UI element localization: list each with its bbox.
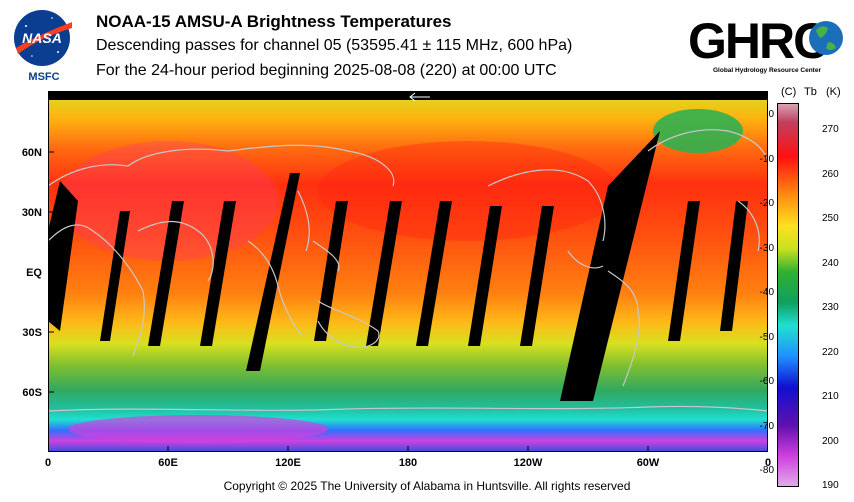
- direction-arrow: [409, 92, 430, 102]
- lon-label-180: 180: [398, 457, 418, 469]
- colorbar-celsius-tick: -60: [759, 376, 774, 387]
- colorbar-unit-kelvin: (K): [826, 86, 841, 98]
- channel-subtitle: Descending passes for channel 05 (53595.…: [96, 37, 573, 54]
- colorbar-kelvin-tick: 270: [822, 124, 839, 135]
- colorbar-kelvin-tick: 240: [822, 257, 839, 269]
- colorbar-kelvin-tick: 230: [822, 302, 839, 313]
- lat-label-60s: 60S: [22, 387, 42, 399]
- lat-label-60n: 60N: [21, 147, 42, 159]
- page-title: NOAA-15 AMSU-A Brightness Temperatures: [96, 12, 452, 31]
- colorbar-celsius-tick: -20: [759, 198, 774, 209]
- ghrc-logo-text: GHRC: [688, 13, 828, 69]
- nasa-logo: NASA MSFC: [14, 10, 72, 83]
- lon-label-0-right: 0: [764, 457, 772, 469]
- missing-data-bar: [48, 91, 768, 100]
- copyright-footer: Copyright © 2025 The University of Alaba…: [223, 479, 631, 493]
- colorbar: [777, 103, 799, 487]
- warm-region: [318, 141, 618, 241]
- colorbar-celsius-tick: -70: [759, 420, 774, 432]
- coastlines: [48, 129, 768, 412]
- colorbar-celsius-tick: 0: [768, 109, 774, 120]
- lon-label-120e: 120E: [275, 457, 301, 469]
- ghrc-caption: Global Hydrology Resource Center: [713, 67, 821, 74]
- lat-label-30n: 30N: [21, 207, 42, 219]
- lon-label-0: 0: [44, 457, 52, 469]
- antarctic-cold: [68, 415, 328, 443]
- colorbar-kelvin-tick: 250: [822, 213, 839, 224]
- map-frame: [48, 91, 768, 452]
- lon-label-60e: 60E: [158, 457, 178, 469]
- period-subtitle: For the 24-hour period beginning 2025-08…: [96, 62, 557, 79]
- colorbar-unit-celsius: (C): [781, 86, 797, 98]
- brightness-temperature-map: [48, 91, 768, 452]
- ghrc-logo: GHRC Global Hydrology Resource Center: [688, 13, 843, 74]
- colorbar-fill: [777, 103, 799, 487]
- colorbar-celsius-tick: -80: [759, 465, 774, 476]
- colorbar-celsius-tick: -30: [759, 242, 774, 254]
- colorbar-celsius-tick: -10: [759, 153, 774, 165]
- msfc-caption: MSFC: [28, 71, 59, 83]
- nasa-logo-text: NASA: [22, 30, 62, 46]
- colorbar-kelvin-tick: 260: [822, 168, 839, 180]
- colorbar-kelvin-tick: 200: [822, 435, 839, 447]
- lat-label-30s: 30S: [22, 327, 42, 339]
- lon-label-60w: 60W: [636, 457, 660, 469]
- colorbar-celsius-tick: -40: [759, 287, 774, 298]
- colorbar-celsius-tick: -50: [759, 331, 774, 343]
- colorbar-unit-tb: Tb: [804, 86, 817, 98]
- lat-label-eq: EQ: [26, 267, 42, 279]
- lon-label-120w: 120W: [513, 457, 543, 469]
- colorbar-kelvin-tick: 190: [822, 480, 839, 491]
- colorbar-frame: [777, 103, 799, 487]
- colorbar-kelvin-tick: 220: [822, 346, 839, 358]
- colorbar-kelvin-tick: 210: [822, 391, 839, 402]
